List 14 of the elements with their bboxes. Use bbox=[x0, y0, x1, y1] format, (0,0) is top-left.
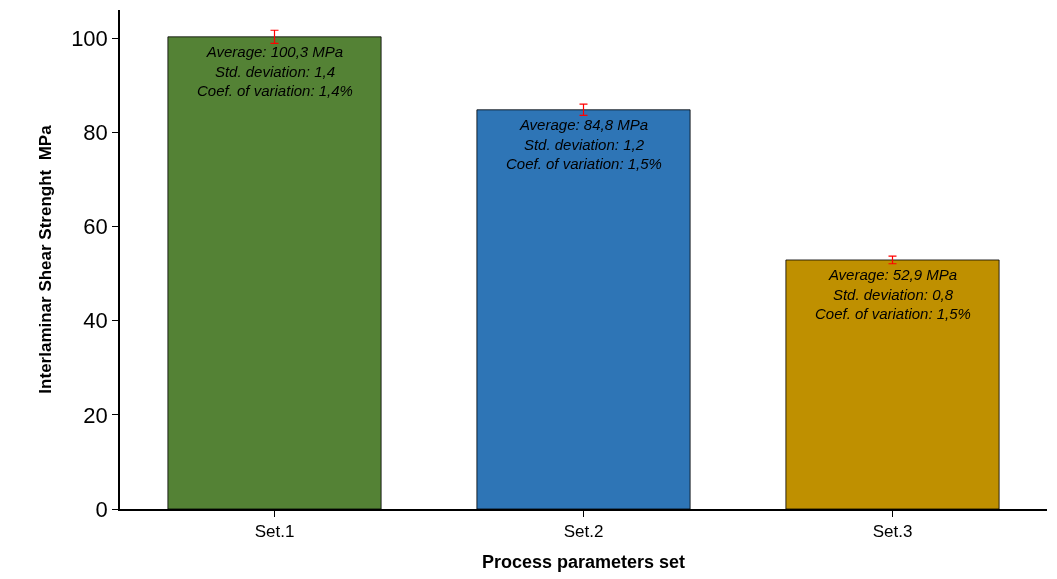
annotation: Average: 100,3 MPa Std. deviation: 1,4 Coef. of variation: 1,4% bbox=[197, 43, 353, 99]
x-tick-label: Set.1 bbox=[254, 522, 295, 542]
annotation: Average: 52,9 MPa Std. deviation: 0,8 Coef. of variation: 1,5% bbox=[815, 266, 971, 322]
y-tick-label: 0 bbox=[95, 496, 108, 522]
y-tick-label: 40 bbox=[83, 308, 108, 334]
y-tick-label: 100 bbox=[71, 25, 108, 51]
annotation: Average: 84,8 MPa Std. deviation: 1,2 Coef. of variation: 1,5% bbox=[506, 116, 662, 172]
y-tick-label: 80 bbox=[83, 120, 108, 146]
y-tick-label: 60 bbox=[83, 214, 108, 240]
x-tick-label: Set.3 bbox=[872, 522, 913, 542]
x-axis-title: Process parameters set bbox=[481, 551, 686, 572]
y-tick-label: 20 bbox=[83, 402, 108, 428]
y-axis-title: Interlaminar Shear Strenght MPa bbox=[36, 124, 56, 394]
x-tick-label: Set.2 bbox=[563, 522, 604, 542]
